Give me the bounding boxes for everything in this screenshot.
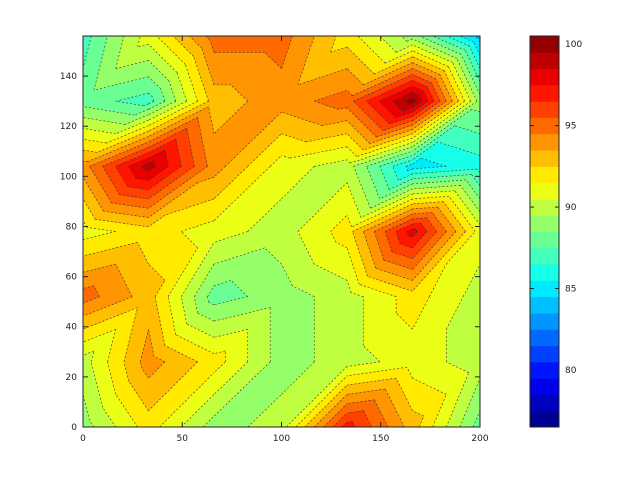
- colorbar-segment: [530, 378, 559, 395]
- contour-line-95.5: [102, 74, 441, 427]
- y-tick-label: 120: [60, 122, 77, 132]
- colorbar-tick-label: 80: [565, 366, 577, 376]
- y-tick-label: 20: [66, 373, 78, 383]
- contour-line-90.5: [83, 36, 480, 427]
- y-tick-label: 40: [66, 323, 78, 333]
- colorbar-segment: [530, 361, 559, 379]
- colorbar-segment: [530, 410, 559, 428]
- contour-line-96.5: [115, 80, 435, 427]
- contour-line-87.5: [83, 36, 480, 190]
- y-tick-label: 80: [66, 222, 78, 232]
- contour-band-99.5: [405, 97, 417, 105]
- y-axis: 0 20 40 60 80 100 120 140: [60, 72, 480, 433]
- colorbar: 80 85 90 95 100: [529, 35, 582, 428]
- colorbar-segment: [530, 198, 559, 216]
- colorbar-segment: [530, 52, 559, 70]
- colorbar-segment: [530, 36, 559, 53]
- colorbar-segment: [530, 84, 559, 102]
- colorbar-segment: [530, 182, 559, 200]
- x-tick-label: 50: [177, 434, 189, 444]
- y-tick-label: 100: [60, 172, 77, 182]
- colorbar-tick-label: 100: [565, 40, 582, 50]
- x-tick-label: 150: [372, 434, 389, 444]
- colorbar-frame: [529, 35, 560, 428]
- colorbar-segment: [530, 117, 559, 135]
- colorbar-segment: [530, 329, 559, 347]
- contour-line-93.5: [83, 36, 457, 427]
- y-tick-label: 0: [71, 423, 77, 433]
- colorbar-segment: [530, 296, 559, 314]
- contour-lines: [83, 36, 480, 427]
- colorbar-segment: [530, 264, 559, 281]
- contour-line-98.5: [141, 92, 422, 172]
- colorbar-segment: [530, 150, 559, 167]
- contour-line-92.5: [83, 36, 466, 427]
- colorbar-segment: [530, 280, 559, 298]
- colorbar-segment: [530, 312, 559, 330]
- contour-plot-area: [83, 36, 480, 427]
- contour-line-89.5: [83, 36, 480, 427]
- colorbar-segment: [530, 215, 559, 232]
- contour-line-85.5: [405, 36, 480, 172]
- y-tick-label: 60: [66, 273, 78, 283]
- colorbar-segment: [530, 133, 559, 151]
- x-tick-label: 200: [471, 434, 488, 444]
- colorbar-tick-label: 90: [565, 203, 577, 213]
- contour-line-94.5: [83, 36, 447, 427]
- x-axis: 0 50 100 150 200: [80, 36, 489, 444]
- colorbar-tick-label: 85: [565, 285, 576, 295]
- colorbar-segment: [530, 68, 559, 86]
- colorbar-segment: [530, 345, 559, 363]
- contour-line-88.5: [83, 36, 480, 427]
- contour-line-91.5: [83, 36, 476, 427]
- colorbar-segment: [530, 247, 559, 265]
- contour-line-99.5: [405, 97, 416, 105]
- colorbar-tick-label: 95: [565, 122, 576, 132]
- x-tick-label: 100: [273, 434, 290, 444]
- colorbar-segment: [530, 166, 559, 184]
- contour-line-97.5: [128, 86, 429, 238]
- x-tick-label: 0: [80, 434, 86, 444]
- colorbar-segment: [530, 394, 559, 412]
- colorbar-segment: [530, 231, 559, 249]
- y-tick-label: 140: [60, 72, 77, 82]
- contour-line-86.5: [392, 36, 480, 181]
- colorbar-segment: [530, 101, 559, 118]
